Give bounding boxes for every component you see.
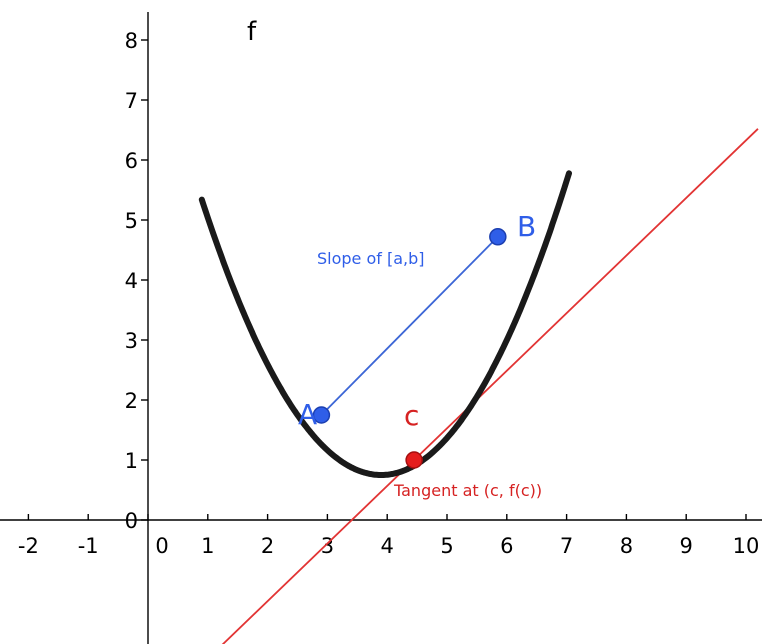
x-tick-label: 2 [261,534,274,558]
y-tick-label: 4 [125,269,138,293]
point-b [489,228,507,246]
y-tick-label: 3 [125,329,138,353]
y-tick-label: 6 [125,149,138,173]
x-tick-label: 4 [381,534,394,558]
y-tick-label: 2 [125,389,138,413]
x-tick-label: -1 [78,534,99,558]
point-a [312,406,331,424]
x-tick-label: 6 [500,534,513,558]
function-label: f [247,17,257,47]
x-tick-label: -2 [18,534,39,558]
y-tick-group: 0 1 2 3 4 5 6 7 8 [125,29,148,533]
secant-label: Slope of [a,b] [317,249,425,268]
x-tick-label: 8 [620,534,633,558]
x-tick-label: 7 [560,534,573,558]
y-tick-label: 7 [125,89,138,113]
point-c [405,451,423,469]
x-tick-label: 3 [321,534,334,558]
tangent-label: Tangent at (c, f(c)) [393,481,542,500]
function-curve [198,170,572,478]
tangent-line [221,128,759,644]
x-tick-label: 9 [680,534,693,558]
x-tick-group: -2 -1 0 1 2 3 4 5 6 7 8 9 10 [18,514,759,558]
y-tick-label: 8 [125,29,138,53]
x-tick-label: 10 [733,534,760,558]
point-c-label: c [404,399,419,432]
y-tick-label: 1 [125,449,138,473]
point-b-label: B [517,210,536,243]
secant-line [320,236,499,416]
x-tick-label: 0 [155,534,168,558]
x-tick-label: 5 [440,534,453,558]
y-tick-label: 0 [125,509,138,533]
x-tick-label: 1 [201,534,214,558]
y-tick-label: 5 [125,209,138,233]
axes-group [0,12,762,644]
point-a-label: A [298,398,317,431]
